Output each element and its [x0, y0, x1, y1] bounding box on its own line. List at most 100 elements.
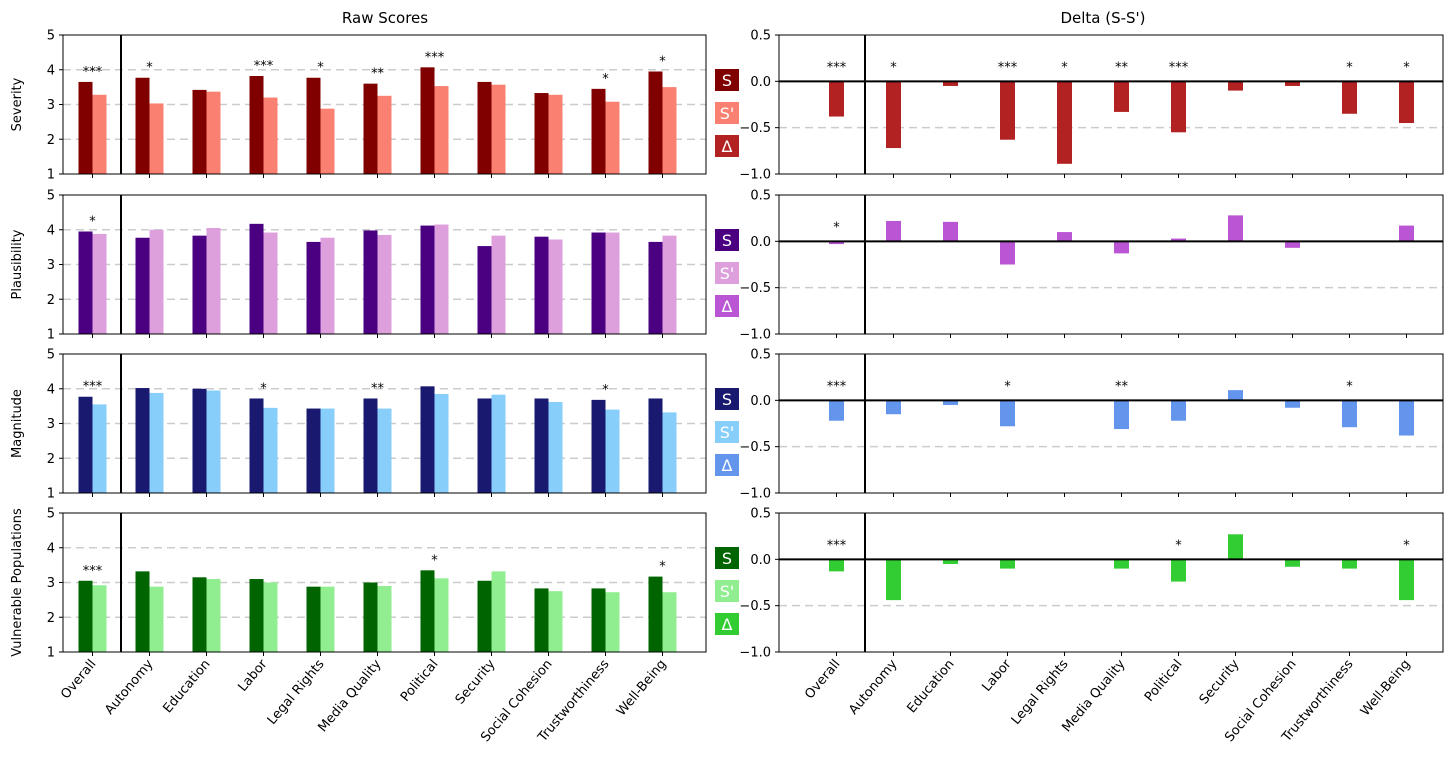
- y-tick-label: 3: [47, 417, 55, 432]
- legend-swatch: [715, 295, 739, 317]
- legend-label: S: [722, 231, 732, 250]
- x-tick-label: Political: [398, 657, 442, 705]
- bar-s: [306, 241, 321, 334]
- y-tick-label: −1.0: [739, 168, 771, 183]
- y-tick-label: −0.5: [739, 440, 771, 455]
- x-tick-label: Labor: [979, 656, 1015, 694]
- y-axis-label: Plausibility: [10, 229, 25, 299]
- bar-s: [477, 580, 492, 652]
- x-tick-label: Autonomy: [102, 657, 157, 718]
- delta-bar: [1114, 559, 1129, 569]
- delta-bar: [1399, 225, 1414, 242]
- delta-bar: [1228, 390, 1243, 401]
- legend-label: S: [722, 549, 732, 568]
- y-tick-label: −1.0: [739, 328, 771, 343]
- bar-s: [192, 235, 207, 334]
- significance-label: *: [1175, 538, 1182, 553]
- y-tick-label: 0.5: [750, 29, 771, 44]
- legend-label: Δ: [722, 297, 733, 316]
- x-tick-label: Overall: [58, 657, 99, 702]
- bar-s-prime: [206, 390, 221, 493]
- legend: S S' Δ: [715, 547, 739, 635]
- delta-panel: *** * *−1.0−0.50.00.5: [739, 507, 1444, 661]
- legend: S S' Δ: [715, 69, 739, 157]
- significance-label: *: [146, 61, 153, 76]
- y-tick-label: 5: [47, 507, 55, 522]
- legend-label: Δ: [722, 615, 733, 634]
- row-plausibility: * 1 2 3 4 5 Plausibility S S' Δ * −1.0 −0.5 0.0 0.5: [10, 189, 1444, 343]
- delta-bar: [1057, 81, 1072, 164]
- y-tick-label: 0.0: [750, 553, 771, 568]
- y-tick-label: −1.0: [739, 487, 771, 502]
- bar-s-prime: [92, 404, 107, 493]
- bar-s-prime: [377, 408, 392, 493]
- y-tick-label: 0.0: [750, 75, 771, 90]
- legend-swatch: [715, 229, 739, 251]
- bar-s-prime: [377, 585, 392, 652]
- x-tick-label: Legal Rights: [265, 657, 328, 728]
- bar-s: [135, 237, 150, 334]
- legend-label: S': [720, 264, 735, 283]
- delta-bar: [829, 400, 844, 421]
- delta-bar: [943, 400, 958, 405]
- bar-s: [78, 396, 93, 493]
- bar-s-prime: [491, 235, 506, 334]
- legend-label: S': [720, 104, 735, 123]
- axes-frame: [778, 353, 1444, 494]
- bar-s-prime: [263, 97, 278, 174]
- delta-bar: [1171, 559, 1186, 582]
- bar-s: [78, 580, 93, 652]
- x-tick-label: Legal Rights: [1009, 657, 1072, 728]
- delta-bar: [886, 81, 901, 149]
- significance-label: *: [1346, 379, 1353, 394]
- bar-s: [591, 232, 606, 334]
- bar-s-prime: [605, 592, 620, 652]
- significance-label: *: [431, 553, 438, 568]
- delta-bar: [1285, 81, 1300, 86]
- bar-s-prime: [434, 224, 449, 334]
- x-tick-label: Security: [1197, 657, 1243, 708]
- delta-bar: [943, 559, 958, 564]
- bar-s: [306, 408, 321, 493]
- bar-s-prime: [662, 235, 677, 334]
- delta-bar: [1171, 81, 1186, 133]
- bar-s: [591, 399, 606, 493]
- bar-s: [477, 246, 492, 334]
- delta-bar: [1000, 81, 1015, 140]
- legend-label: S': [720, 423, 735, 442]
- bar-s: [420, 570, 435, 652]
- bar-s-prime: [377, 95, 392, 174]
- x-tick-label: Autonomy: [846, 657, 901, 718]
- bar-s: [135, 571, 150, 652]
- delta-bar: [886, 400, 901, 415]
- bar-s-prime: [377, 234, 392, 334]
- y-tick-label: 3: [47, 258, 55, 273]
- bar-s-prime: [434, 393, 449, 493]
- bar-s: [249, 76, 264, 174]
- bar-s-prime: [92, 94, 107, 174]
- delta-bar: [1114, 81, 1129, 112]
- y-tick-label: 2: [47, 133, 55, 148]
- significance-label: *: [602, 383, 609, 398]
- bar-s-prime: [263, 232, 278, 334]
- delta-bar: [1285, 241, 1300, 248]
- y-axis-label: Vulnerable Populations: [10, 508, 25, 657]
- delta-bar: [1171, 400, 1186, 421]
- significance-label: *: [1403, 60, 1410, 75]
- bar-s: [78, 231, 93, 334]
- delta-bar: [829, 559, 844, 572]
- significance-label: ***: [827, 60, 847, 75]
- significance-label: *: [89, 214, 96, 229]
- significance-label: *: [1061, 60, 1068, 75]
- y-tick-label: 4: [47, 223, 55, 238]
- x-tick-label: Well-Being: [1358, 657, 1414, 719]
- legend-swatch: [715, 613, 739, 635]
- legend-label: S: [722, 390, 732, 409]
- significance-label: **: [1115, 60, 1129, 75]
- bar-s: [306, 77, 321, 174]
- left-title: Raw Scores: [342, 9, 428, 27]
- bar-s-prime: [605, 101, 620, 174]
- bar-s: [591, 588, 606, 652]
- y-axis-label: Magnitude: [10, 389, 25, 458]
